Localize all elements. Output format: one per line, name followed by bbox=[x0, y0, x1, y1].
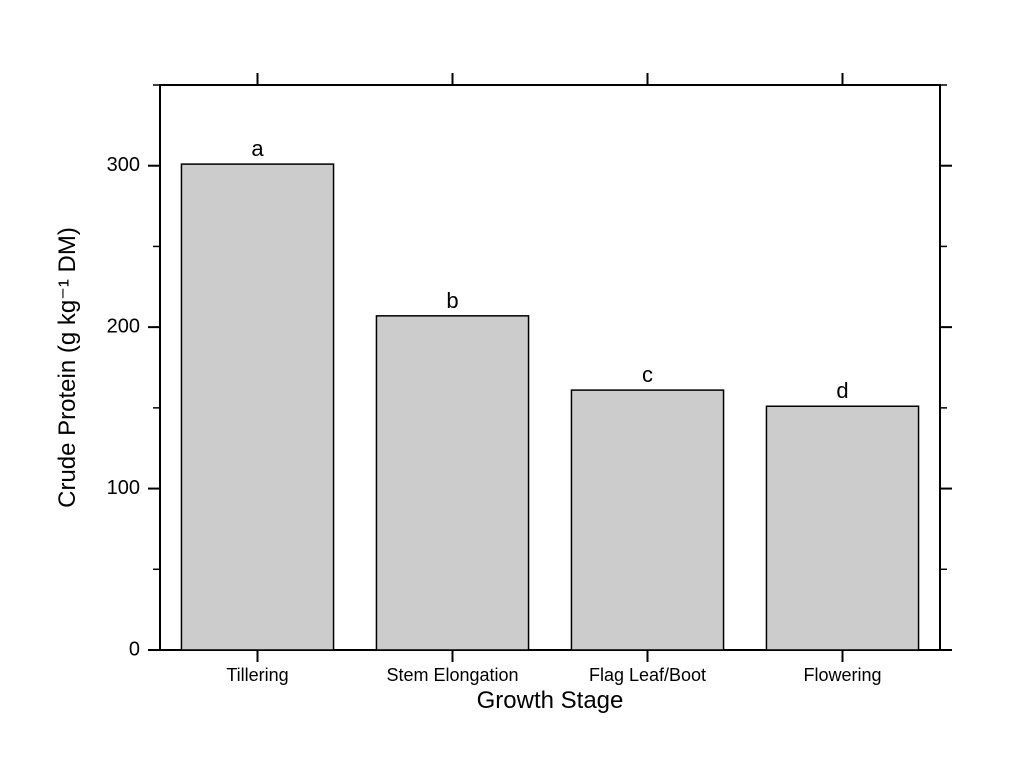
x-tick-label: Tillering bbox=[226, 665, 288, 685]
crude-protein-bar-chart: 0 100 200 300 a Tillering b Stem Elongation c Fla… bbox=[0, 0, 1024, 784]
bar-significance-label: b bbox=[446, 288, 458, 313]
y-tick-label: 200 bbox=[107, 315, 140, 337]
y-tick-label: 300 bbox=[107, 154, 140, 176]
x-tick-label: Flag Leaf/Boot bbox=[589, 665, 706, 685]
y-tick-label: 0 bbox=[129, 638, 140, 660]
bar-significance-label: c bbox=[642, 362, 653, 387]
chart-svg: 0 100 200 300 a Tillering b Stem Elongation c Fla… bbox=[0, 0, 1024, 784]
bar-significance-label: a bbox=[251, 136, 264, 161]
x-tick-label: Flowering bbox=[803, 665, 881, 685]
bar bbox=[571, 390, 723, 650]
x-axis-title: Growth Stage bbox=[477, 687, 624, 714]
y-axis-title: Crude Protein (g kg⁻¹ DM) bbox=[54, 227, 81, 508]
bar bbox=[766, 406, 918, 650]
x-tick-label: Stem Elongation bbox=[386, 665, 518, 685]
bar bbox=[181, 164, 333, 650]
y-tick-label: 100 bbox=[107, 477, 140, 499]
bar-significance-label: d bbox=[836, 378, 848, 403]
bar bbox=[376, 316, 528, 650]
